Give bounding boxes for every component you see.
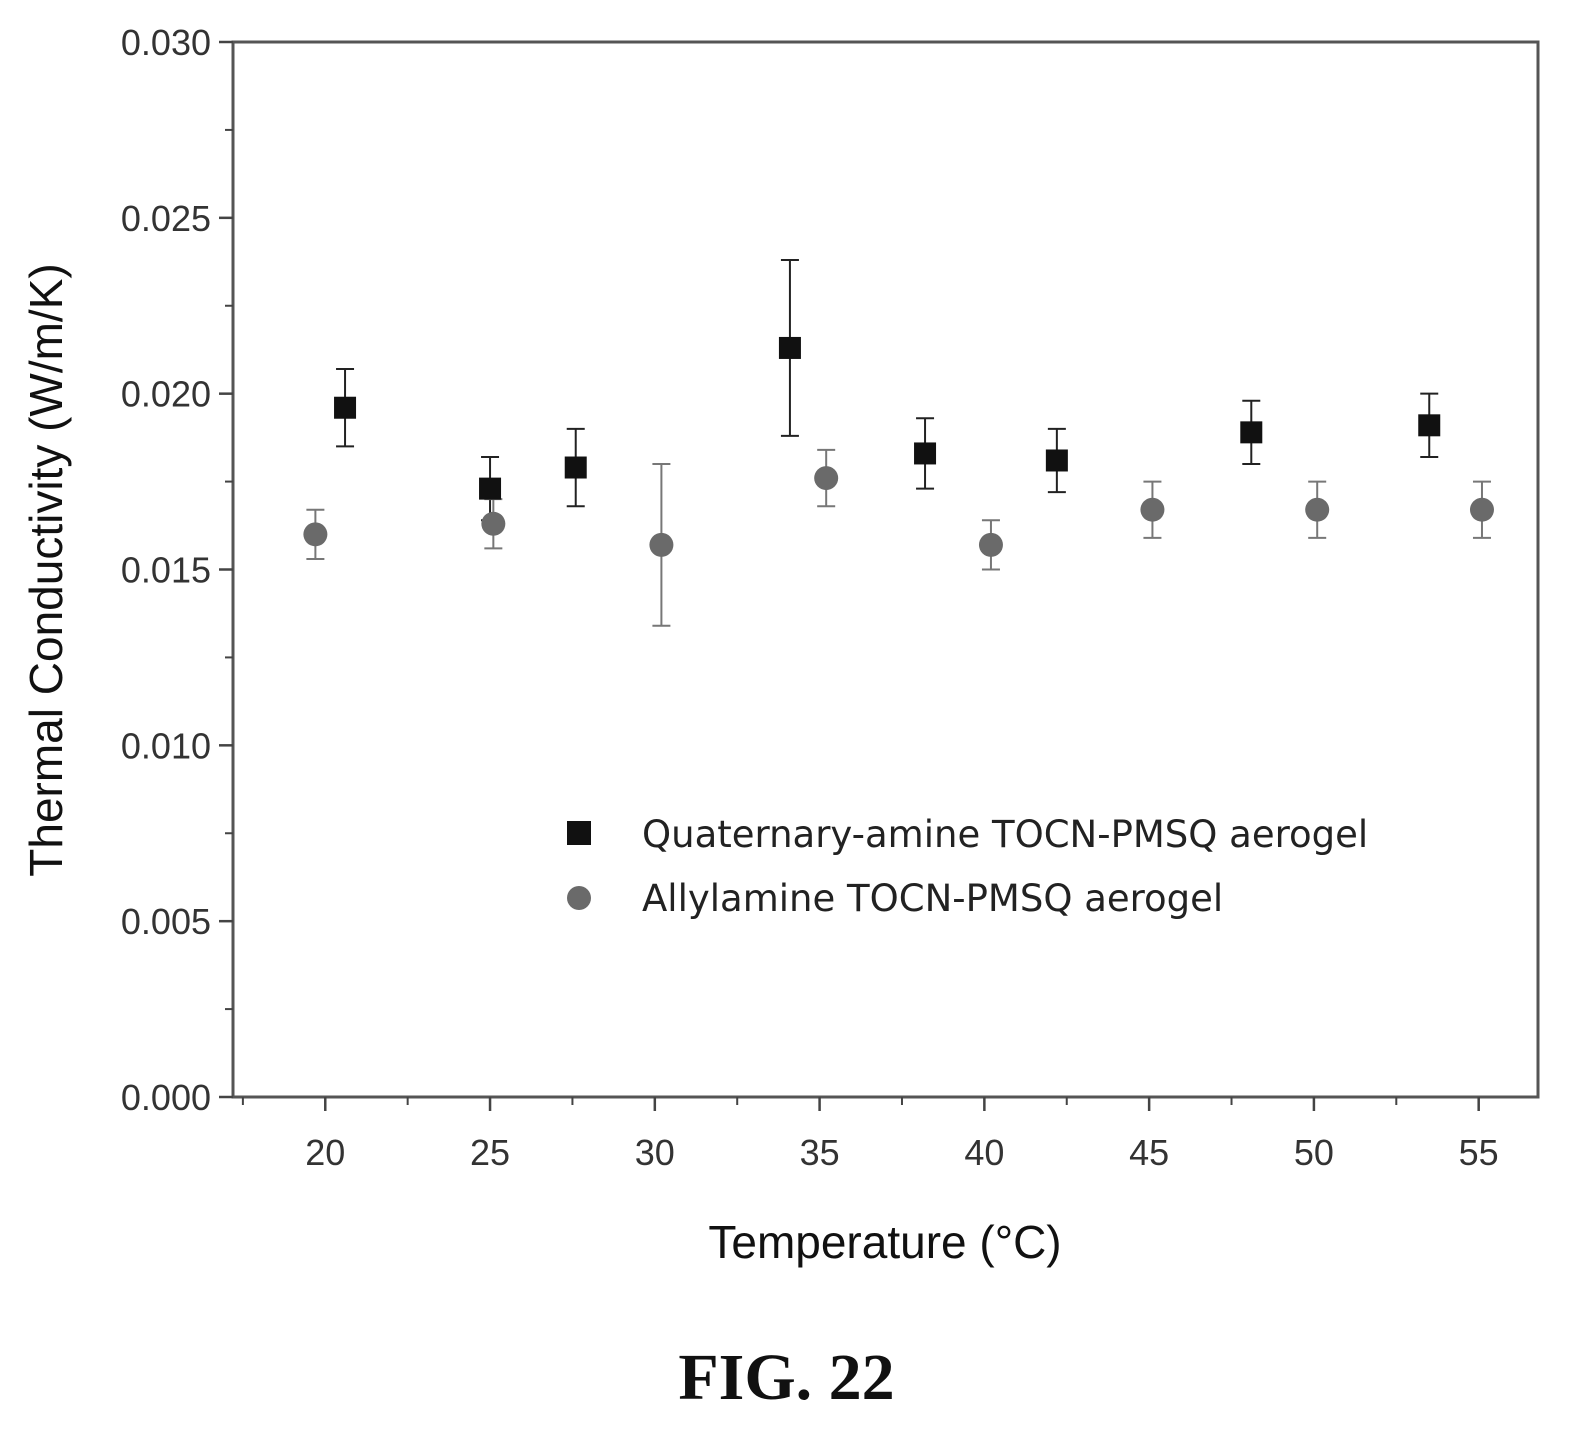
x-tick-label: 50 <box>1294 1132 1334 1173</box>
y-axis-ticks: 0.000 0.005 0.010 0.015 0.020 0.025 0.030 <box>121 22 233 1118</box>
data-point-allylamine <box>1305 497 1330 522</box>
thermal-conductivity-chart: 20 25 30 35 40 45 50 55 0.0000.0050.0100.0150.0… <box>20 22 1540 1268</box>
data-point-quaternary-amine <box>1418 414 1441 437</box>
x-tick-label: 30 <box>635 1132 675 1173</box>
x-tick-label: 55 <box>1459 1132 1499 1173</box>
data-point-allylamine <box>978 532 1003 557</box>
x-axis-title: Temperature (°C) <box>708 1216 1061 1268</box>
legend: Quaternary-amine TOCN-PMSQ aerogel Allyl… <box>567 813 1368 920</box>
x-tick-label: 25 <box>470 1132 510 1173</box>
data-point-quaternary-amine <box>1045 449 1068 472</box>
legend-label-quaternary-amine: Quaternary-amine TOCN-PMSQ aerogel <box>642 813 1368 856</box>
legend-marker-allylamine <box>567 886 591 910</box>
x-axis-ticks: 20 25 30 35 40 45 50 55 <box>241 1097 1499 1173</box>
legend-label-allylamine: Allylamine TOCN-PMSQ aerogel <box>642 877 1223 920</box>
y-tick-label: 0.025 <box>121 198 211 239</box>
x-tick-label: 20 <box>305 1132 345 1173</box>
x-tick-label: 45 <box>1129 1132 1169 1173</box>
y-tick-label: 0.030 <box>121 22 211 63</box>
x-tick-label: 40 <box>964 1132 1004 1173</box>
data-point-allylamine <box>303 522 328 547</box>
error-bars <box>306 259 1491 627</box>
y-tick-label: 0.005 <box>121 901 211 942</box>
x-tick-label: 35 <box>800 1132 840 1173</box>
data-point-allylamine <box>1469 497 1494 522</box>
y-tick-label: 0.015 <box>121 550 211 591</box>
y-tick-label: 0.000 <box>121 1077 211 1118</box>
data-point-quaternary-amine <box>914 442 937 465</box>
y-axis-title: Thermal Conductivity (W/m/K) <box>20 263 72 876</box>
data-point-quaternary-amine <box>778 336 801 359</box>
data-point-quaternary-amine <box>479 477 502 500</box>
data-points <box>303 336 1494 557</box>
data-point-quaternary-amine <box>564 456 587 479</box>
data-point-allylamine <box>814 466 839 491</box>
data-point-quaternary-amine <box>334 396 357 419</box>
y-tick-label: 0.020 <box>121 374 211 415</box>
figure-caption: FIG. 22 <box>678 1341 895 1414</box>
legend-marker-quaternary-amine <box>567 821 591 845</box>
data-point-allylamine <box>649 532 674 557</box>
plot-frame <box>231 40 1540 1099</box>
data-point-allylamine <box>481 511 506 536</box>
y-tick-label: 0.010 <box>121 725 211 766</box>
data-point-allylamine <box>1140 497 1165 522</box>
data-point-quaternary-amine <box>1240 421 1263 444</box>
